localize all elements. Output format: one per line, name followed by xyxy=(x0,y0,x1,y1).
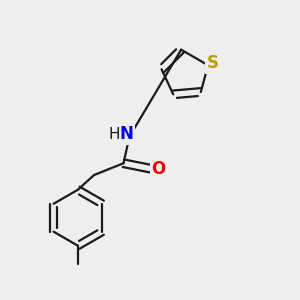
Text: H: H xyxy=(108,127,120,142)
Text: N: N xyxy=(119,125,134,143)
Text: S: S xyxy=(207,54,219,72)
Text: O: O xyxy=(151,160,165,178)
